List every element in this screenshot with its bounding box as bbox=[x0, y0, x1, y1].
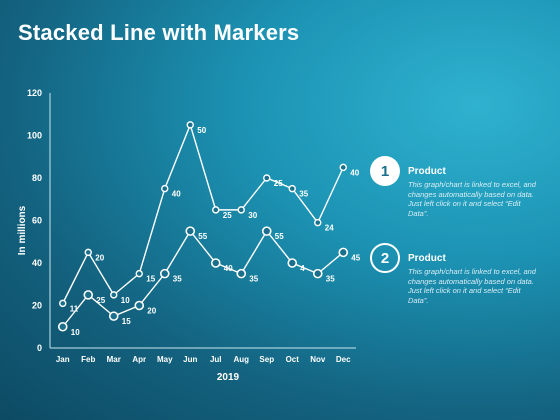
series-1-marker bbox=[338, 247, 349, 258]
series-2-marker bbox=[135, 269, 143, 278]
series-1-data-label: 35 bbox=[249, 275, 258, 284]
x-tick-label: Jan bbox=[56, 355, 70, 364]
series-2-data-label: 40 bbox=[350, 168, 359, 177]
x-tick-label: Nov bbox=[310, 355, 326, 364]
series-2-marker bbox=[59, 299, 67, 308]
series-2-marker bbox=[161, 184, 169, 193]
series-2-line bbox=[62, 122, 344, 304]
series-1-data-label: 25 bbox=[96, 296, 105, 305]
legend-number-badge-1: 1 bbox=[370, 156, 400, 186]
series-1-data-label: 45 bbox=[351, 253, 360, 262]
x-axis-title: 2019 bbox=[217, 372, 240, 383]
series-1-data-label: 55 bbox=[198, 232, 207, 241]
legend-title-2: Product bbox=[408, 253, 446, 264]
series-2-data-label: 25 bbox=[274, 179, 283, 188]
series-1-data-label: 10 bbox=[71, 328, 80, 337]
y-tick-label: 60 bbox=[32, 216, 42, 226]
y-tick-label: 20 bbox=[32, 301, 42, 311]
series-2-data-label: 20 bbox=[95, 253, 104, 262]
y-axis-title: In millions bbox=[17, 205, 28, 255]
series-2-data-label: 10 bbox=[121, 296, 130, 305]
series-2-data-label: 35 bbox=[299, 190, 308, 199]
y-tick-label: 80 bbox=[32, 173, 42, 183]
y-tick-label: 100 bbox=[27, 131, 42, 141]
series-2-marker bbox=[237, 206, 245, 214]
series-1-data-label: 4 bbox=[300, 264, 305, 273]
series-2-marker bbox=[110, 291, 118, 299]
series-1-data-label: 35 bbox=[173, 275, 182, 284]
series-2-marker bbox=[339, 163, 347, 172]
series-2-data-label: 30 bbox=[248, 211, 257, 220]
series-2-data-label: 11 bbox=[70, 304, 79, 313]
y-tick-label: 120 bbox=[27, 88, 42, 98]
series-2-marker bbox=[186, 121, 194, 129]
series-2-marker bbox=[84, 248, 92, 257]
series-1-marker bbox=[134, 300, 145, 311]
series-1-marker bbox=[210, 258, 221, 268]
y-tick-label: 40 bbox=[32, 258, 42, 268]
series-1-marker bbox=[83, 290, 94, 300]
series-2-data-label: 40 bbox=[172, 190, 181, 199]
series-1-marker bbox=[108, 311, 119, 321]
series-1-marker bbox=[261, 226, 272, 236]
series-1-marker bbox=[312, 268, 323, 279]
x-tick-label: Aug bbox=[233, 355, 249, 364]
y-tick-label: 0 bbox=[37, 343, 42, 353]
x-tick-label: Dec bbox=[336, 355, 351, 364]
series-2-marker bbox=[212, 206, 220, 214]
x-tick-label: May bbox=[157, 355, 173, 364]
series-1-data-label: 55 bbox=[275, 232, 284, 241]
series-1-data-label: 35 bbox=[326, 275, 335, 284]
x-tick-label: Jul bbox=[210, 355, 222, 364]
series-1-data-label: 40 bbox=[224, 264, 233, 273]
legend-description-1: This graph/chart is linked to excel, and… bbox=[408, 180, 536, 218]
series-1-marker bbox=[159, 268, 170, 279]
x-tick-label: Sep bbox=[259, 355, 274, 364]
series-1-marker bbox=[57, 321, 68, 332]
x-tick-label: Feb bbox=[81, 355, 95, 364]
x-tick-label: Oct bbox=[286, 355, 300, 364]
series-1-marker bbox=[185, 226, 196, 236]
page-title: Stacked Line with Markers bbox=[18, 20, 300, 45]
series-2-marker bbox=[263, 174, 271, 182]
x-tick-label: Apr bbox=[132, 355, 146, 364]
series-2-data-label: 15 bbox=[146, 275, 155, 284]
series-1-marker bbox=[236, 268, 247, 279]
series-2-marker bbox=[314, 218, 322, 227]
series-1-data-label: 20 bbox=[147, 307, 156, 316]
series-2-marker bbox=[288, 184, 296, 193]
legend-description-2: This graph/chart is linked to excel, and… bbox=[408, 267, 536, 305]
series-2-data-label: 24 bbox=[325, 224, 334, 233]
legend-title-1: Product bbox=[408, 166, 446, 177]
series-2-data-label: 25 bbox=[223, 211, 232, 220]
legend-number-badge-2: 2 bbox=[370, 243, 400, 273]
x-tick-label: Mar bbox=[107, 355, 121, 364]
series-1-data-label: 15 bbox=[122, 317, 131, 326]
x-tick-label: Jun bbox=[183, 355, 197, 364]
series-2-data-label: 50 bbox=[197, 126, 206, 135]
series-1-marker bbox=[287, 258, 298, 268]
